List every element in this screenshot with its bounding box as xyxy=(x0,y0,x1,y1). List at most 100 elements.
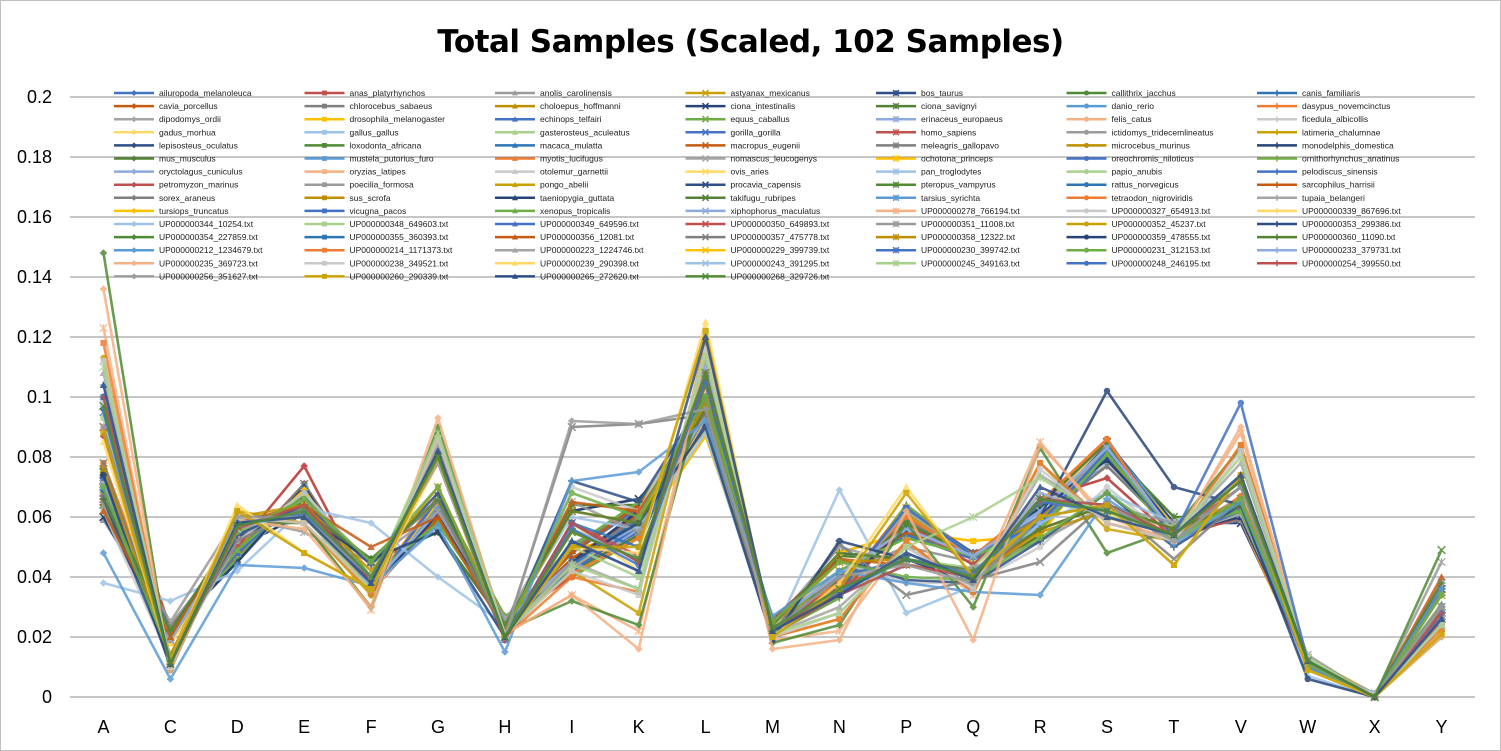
legend-item: UP000000239_290398.txt xyxy=(495,258,639,268)
series-marker xyxy=(1169,530,1179,540)
series-marker xyxy=(512,181,518,188)
legend-item: otolemur_garnettii xyxy=(495,167,608,177)
legend-item: danio_rerio xyxy=(1066,101,1154,111)
series-marker xyxy=(634,584,643,594)
series-marker xyxy=(1103,501,1111,509)
series-marker xyxy=(434,573,442,581)
y-tick-label: 0.2 xyxy=(27,87,52,107)
series xyxy=(99,368,1446,702)
legend-label: ornithorhynchus_anatinus xyxy=(1302,154,1399,164)
series-marker xyxy=(701,318,710,326)
series-marker xyxy=(701,181,710,189)
legend-label: oreochromis_niloticus xyxy=(1112,154,1194,164)
legend-item: UP000000230_399742.txt xyxy=(876,245,1020,255)
series-marker xyxy=(970,585,977,593)
series-marker xyxy=(567,507,576,515)
series-marker xyxy=(99,579,108,587)
series-marker xyxy=(903,537,910,545)
series-marker xyxy=(322,103,327,109)
legend-item: pongo_abelii xyxy=(495,180,588,190)
legend-item: UP000000243_391295.txt xyxy=(685,258,830,268)
legend-item: mustela_putorius_furo xyxy=(304,154,434,164)
series-marker xyxy=(131,181,137,188)
legend-item: UP000000223_1224746.txt xyxy=(495,245,644,255)
series-marker xyxy=(433,428,443,438)
series-marker xyxy=(892,194,900,202)
series-marker xyxy=(567,519,576,527)
series-marker xyxy=(166,627,175,635)
series-marker xyxy=(1103,435,1111,443)
legend-label: dasypus_novemcinctus xyxy=(1302,101,1390,111)
legend-item: myotis_lucifugus xyxy=(495,154,603,164)
series-marker xyxy=(1083,260,1090,266)
series-marker xyxy=(1274,90,1280,96)
legend-item: dasypus_novemcinctus xyxy=(1257,101,1390,111)
series-marker xyxy=(1304,675,1311,683)
legend-item: UP000000360_11090.txt xyxy=(1257,232,1396,242)
series-marker xyxy=(1274,194,1280,201)
series-marker xyxy=(1103,474,1111,482)
legend-item: UP000000344_10254.txt xyxy=(114,219,254,229)
series-marker xyxy=(512,194,518,201)
series-marker xyxy=(892,233,900,241)
series-marker xyxy=(131,103,137,110)
series-marker xyxy=(835,573,844,581)
series-marker xyxy=(300,462,308,470)
legend-label: UP000000248_246195.txt xyxy=(1112,258,1211,268)
series-marker xyxy=(835,591,844,599)
series-marker xyxy=(1274,168,1280,175)
series-marker xyxy=(1103,456,1111,464)
legend-label: UP000000339_867696.txt xyxy=(1302,206,1401,216)
series-marker xyxy=(131,142,137,149)
legend-label: UP000000233_379731.txt xyxy=(1302,245,1401,255)
legend-item: tursiops_truncatus xyxy=(114,206,228,216)
series-marker xyxy=(835,636,844,644)
legend-label: rattus_norvegicus xyxy=(1112,180,1179,190)
series-marker xyxy=(1370,692,1379,702)
series-marker xyxy=(322,129,327,135)
y-tick-label: 0.1 xyxy=(27,387,52,407)
legend-item: UP000000214_1171373.txt xyxy=(304,245,453,255)
series-marker xyxy=(701,89,710,97)
legend-item: pelodiscus_sinensis xyxy=(1257,167,1378,177)
series-marker xyxy=(1437,615,1446,623)
series-marker xyxy=(635,543,642,551)
series-marker xyxy=(1237,399,1245,407)
legend-item: xiphophorus_maculatus xyxy=(685,206,820,216)
legend-item: UP000000356_12081.txt xyxy=(495,232,635,242)
series-marker xyxy=(434,483,442,491)
series-marker xyxy=(1237,423,1245,431)
legend-label: pelodiscus_sinensis xyxy=(1302,167,1378,177)
series-marker xyxy=(1036,543,1044,551)
series-marker xyxy=(567,597,576,605)
legend-item: sarcophilus_harrisii xyxy=(1257,180,1375,190)
series-marker xyxy=(567,537,576,545)
legend-label: UP000000327_654913.txt xyxy=(1112,206,1211,216)
series-marker xyxy=(1438,591,1445,599)
series-marker xyxy=(1083,142,1090,148)
series-marker xyxy=(701,102,710,110)
series-marker xyxy=(902,519,911,527)
series-marker xyxy=(902,507,911,515)
series-marker xyxy=(1274,247,1280,254)
chart-title: Total Samples (Scaled, 102 Samples) xyxy=(437,24,1064,60)
series-marker xyxy=(1103,519,1111,527)
legend-label: gasterosteus_aculeatus xyxy=(540,127,630,137)
series-marker xyxy=(701,259,710,267)
legend-label: ictidomys_tridecemlineatus xyxy=(1112,127,1214,137)
legend-item: UP000000229_399739.txt xyxy=(685,245,830,255)
series-marker xyxy=(166,659,175,669)
legend-label: macropus_eugenii xyxy=(731,140,801,150)
series-marker xyxy=(131,221,137,227)
legend-item: takifugu_rubripes xyxy=(685,193,796,203)
series-marker xyxy=(99,362,108,372)
legend-item: rattus_norvegicus xyxy=(1066,180,1179,190)
series-marker xyxy=(1274,103,1280,110)
legend-label: mustela_putorius_furo xyxy=(350,154,434,164)
series-marker xyxy=(434,513,442,521)
series-marker xyxy=(99,381,108,389)
legend-item: UP000000354_227859.txt xyxy=(114,232,258,242)
series-marker xyxy=(300,513,308,521)
legend-item: loxodonta_africana xyxy=(304,140,422,150)
series-marker xyxy=(902,561,911,569)
